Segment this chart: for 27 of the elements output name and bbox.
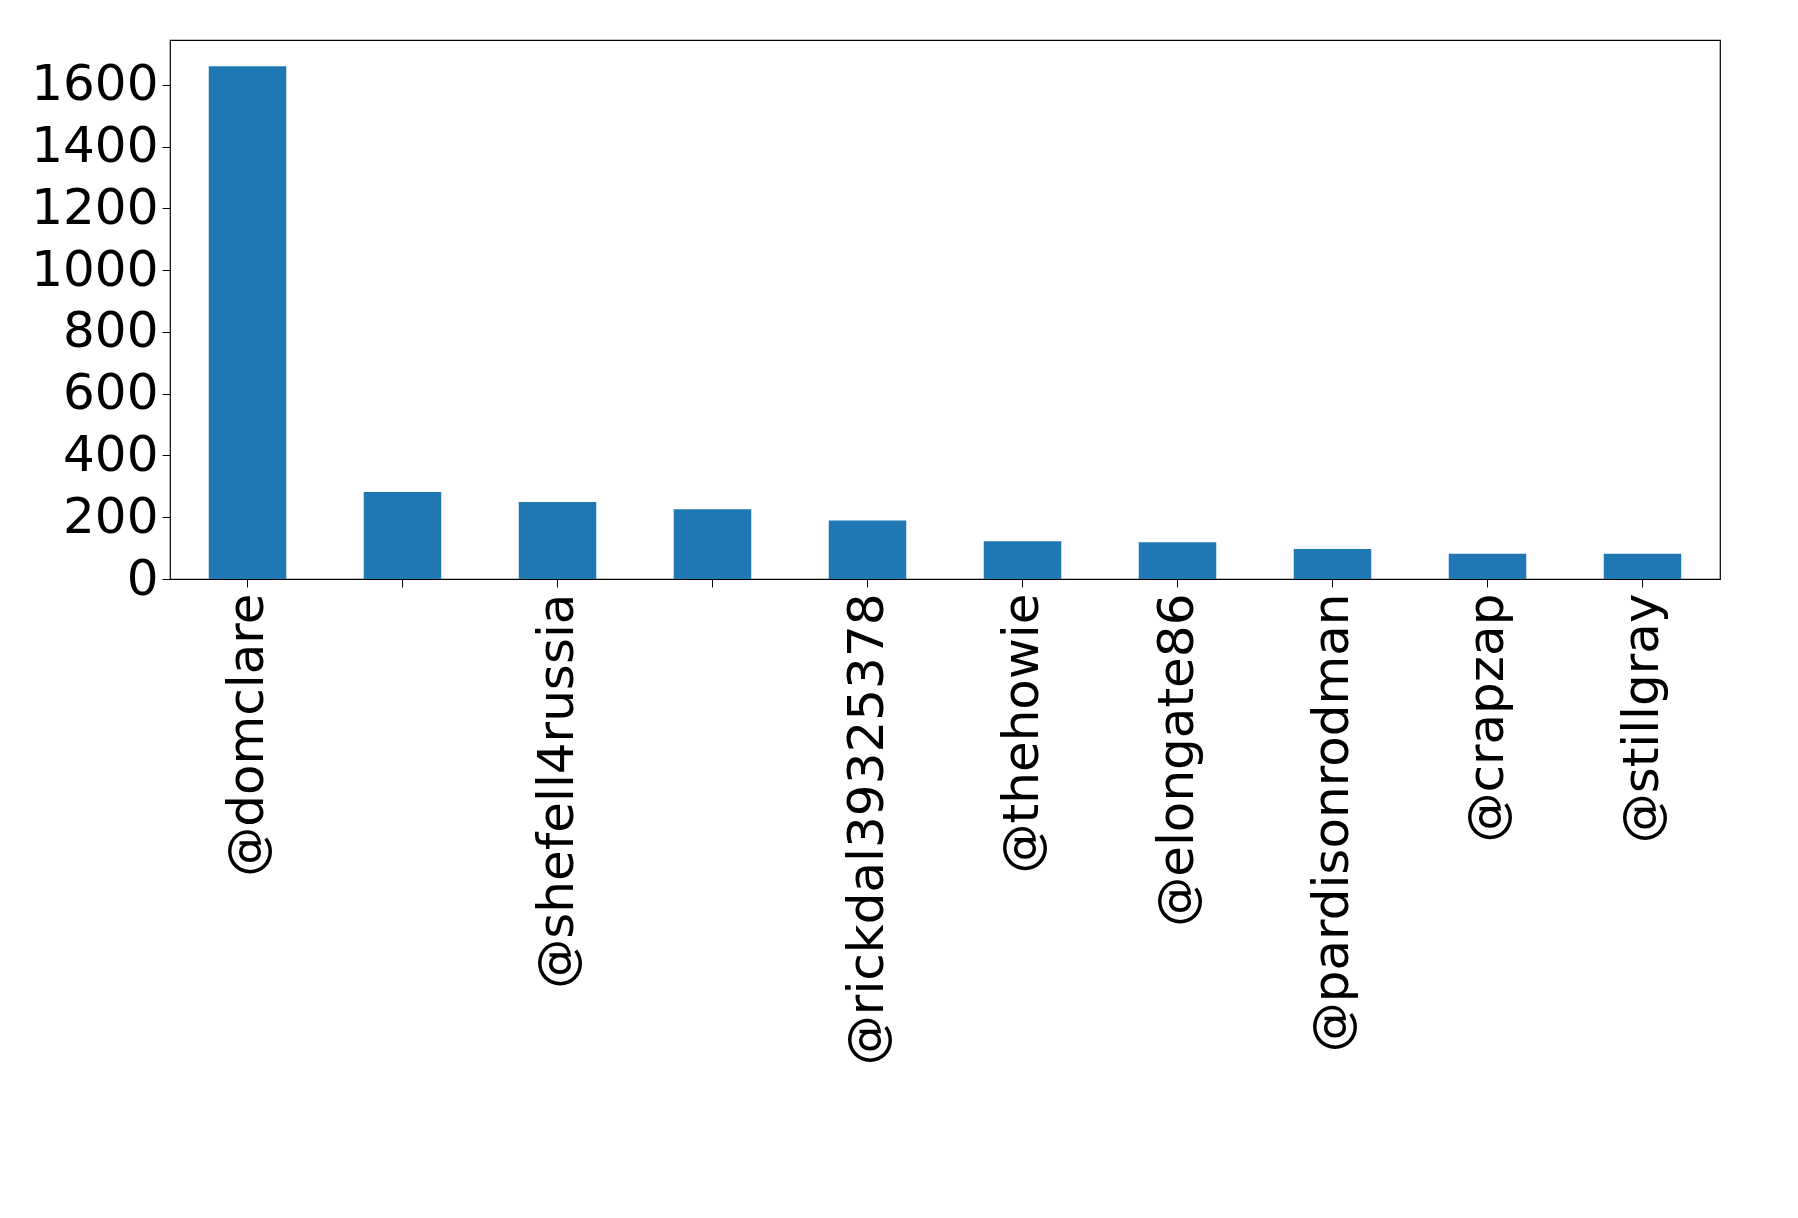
y-tick-label: 800 [63,301,159,360]
bar [1293,549,1372,579]
y-tick-label: 200 [63,486,159,545]
bar [673,509,752,579]
x-tick-label: @elongate86 [1146,593,1205,927]
bar [363,491,442,579]
bar [828,520,907,579]
bar [1448,553,1527,579]
y-tick-label: 1400 [31,116,159,175]
bar [208,66,287,579]
x-tick-label: @domclare [216,593,275,877]
bar [1603,553,1682,579]
bar [518,502,597,579]
y-tick-label: 1600 [31,54,159,113]
x-tick-label: @shefell4russia [526,593,585,989]
x-tick-label: @stillgray [1611,593,1670,844]
y-tick-label: 400 [63,424,159,483]
x-tick-label: @pardisonrodman [1301,593,1360,1053]
y-tick-label: 1200 [31,177,159,236]
bar [1138,542,1217,579]
bar [983,541,1062,579]
y-tick-label: 600 [63,363,159,422]
x-tick-label: @rickdal39325378 [836,593,895,1066]
x-tick-label: @thehowie [991,593,1050,874]
y-tick-label: 0 [126,548,159,607]
y-tick-label: 1000 [31,239,159,298]
x-tick-label: @crapzap [1456,593,1515,843]
